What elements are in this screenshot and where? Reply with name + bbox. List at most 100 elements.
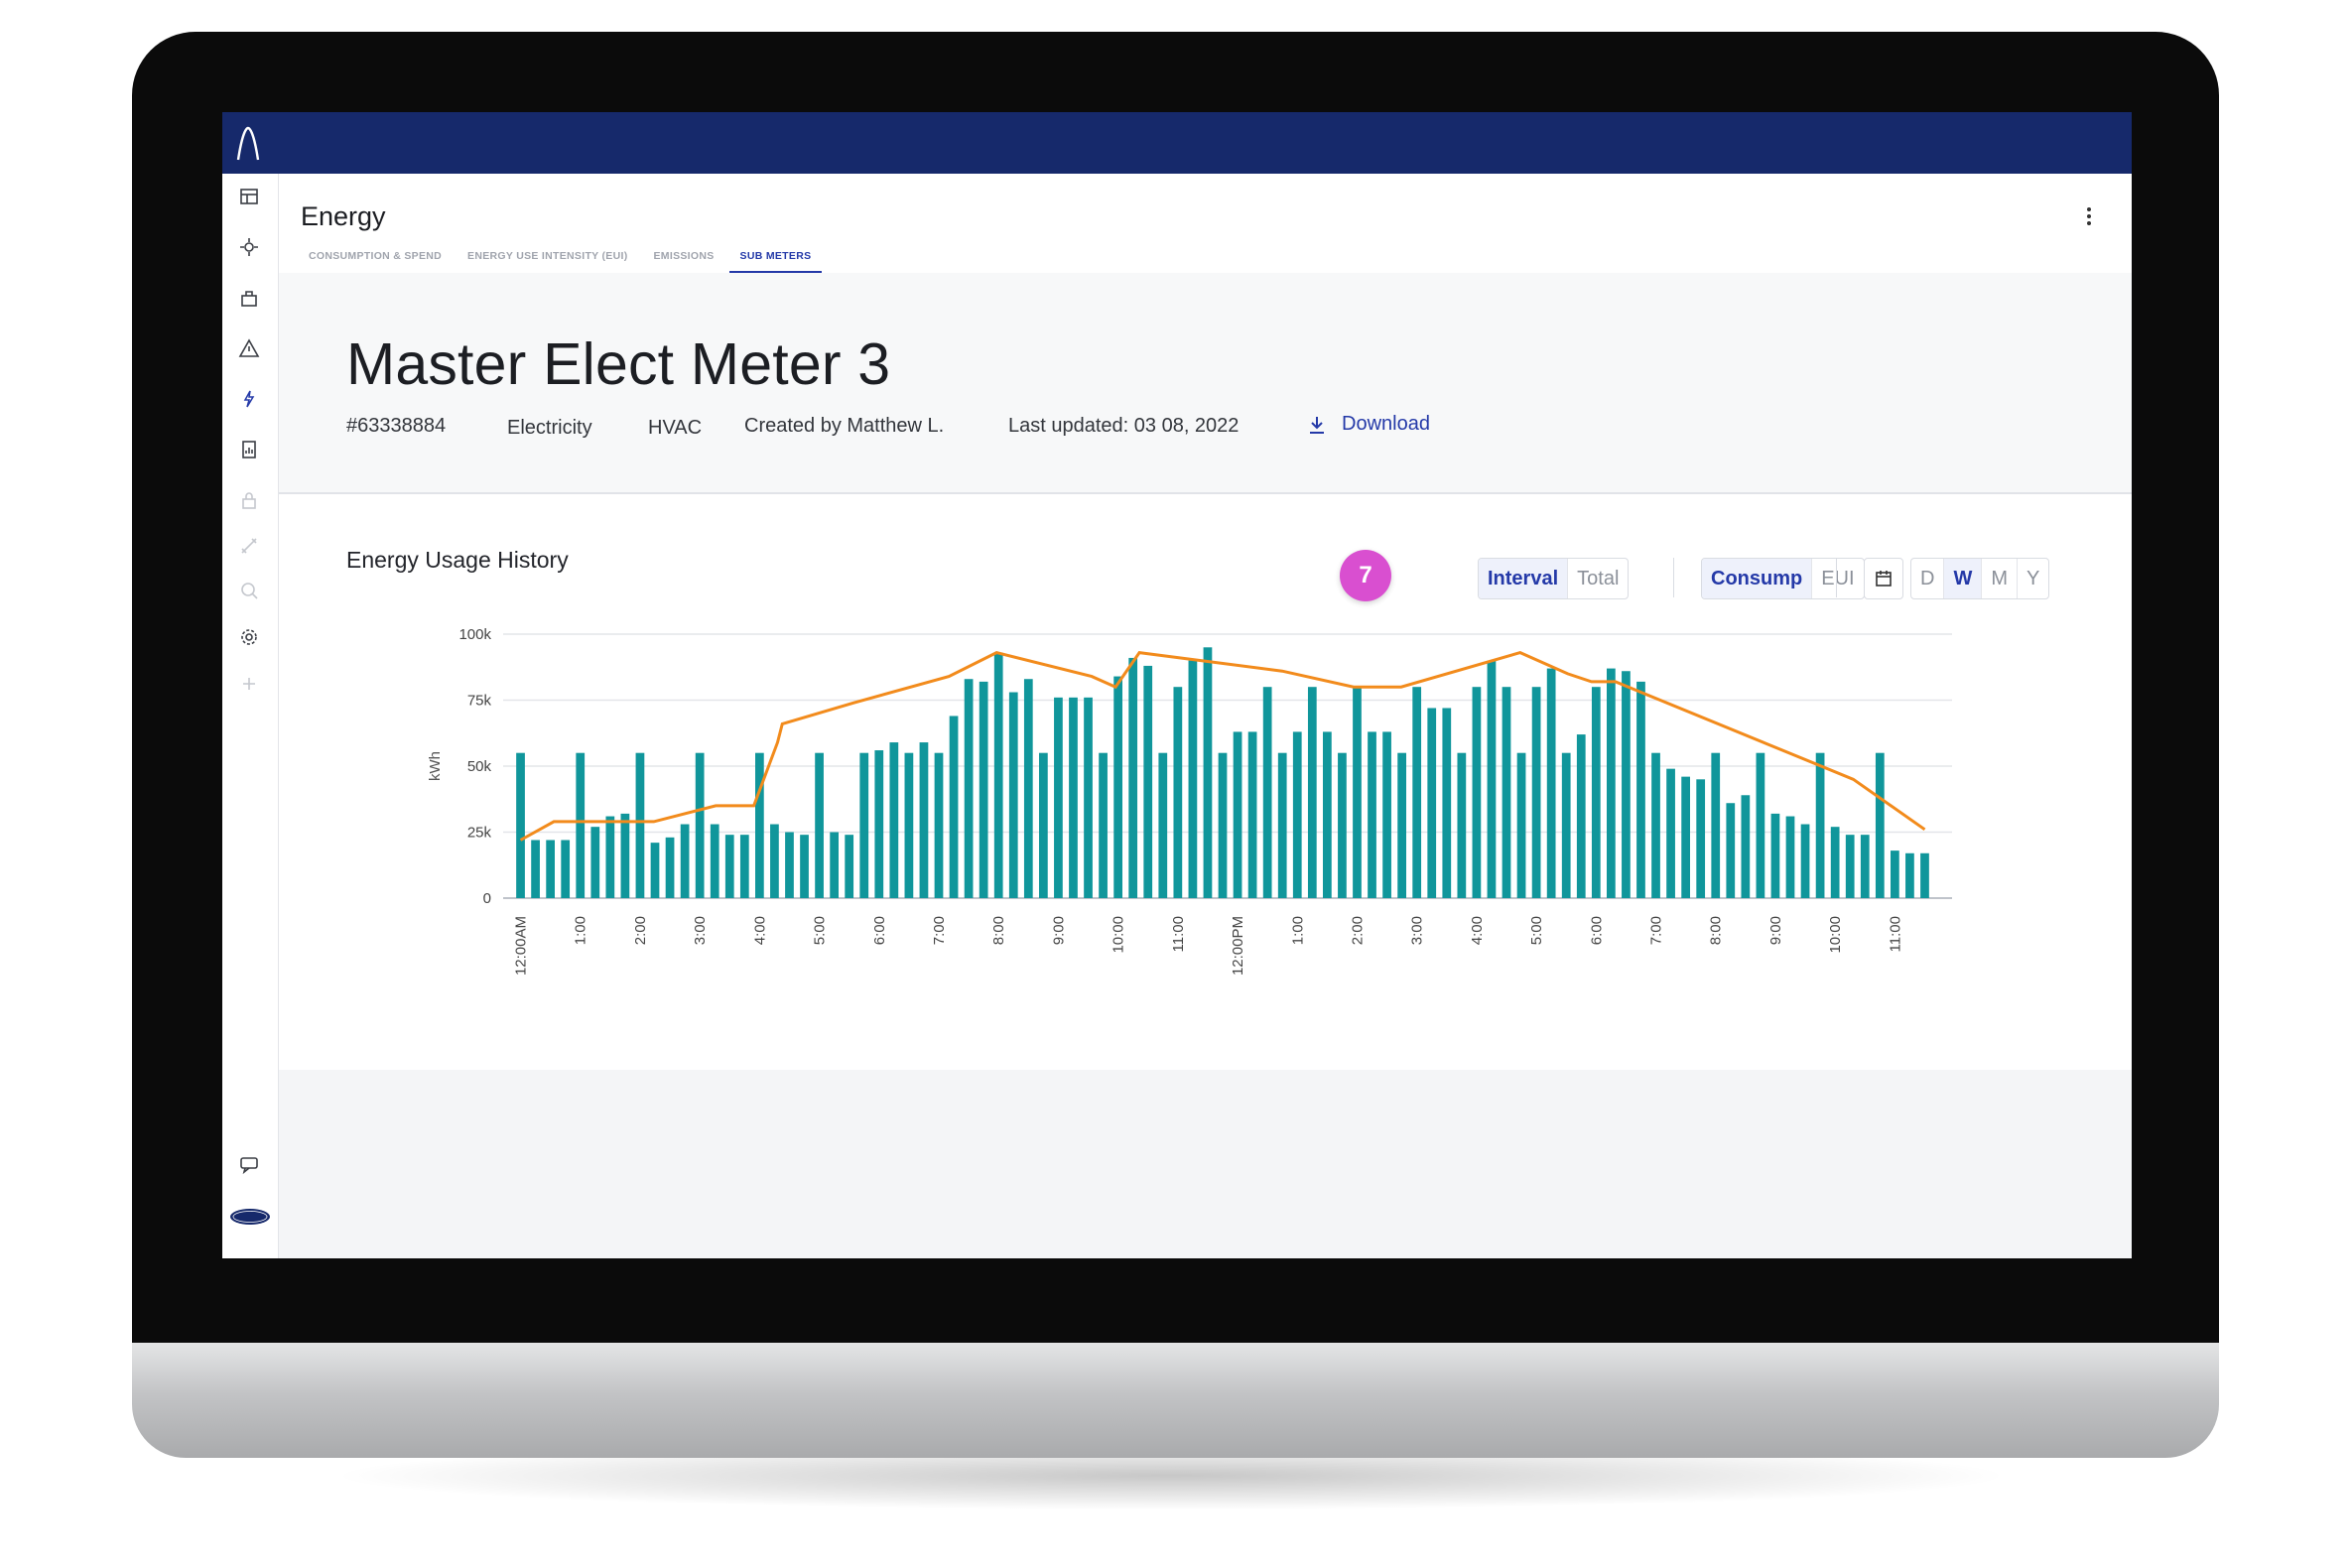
bar (1666, 768, 1675, 898)
bar (949, 716, 959, 898)
bar (1397, 752, 1406, 898)
range-day-option[interactable]: D (1920, 568, 1935, 589)
bar (874, 750, 884, 898)
bar (1860, 835, 1870, 898)
equipment-icon[interactable] (238, 287, 260, 309)
search-settings-icon[interactable] (238, 580, 260, 601)
total-option[interactable]: Total (1567, 559, 1628, 598)
bar (710, 824, 719, 898)
x-tick-label: 8:00 (1708, 916, 1725, 945)
consump-option[interactable]: Consump (1702, 559, 1812, 598)
bar (1158, 752, 1168, 898)
bar (531, 840, 540, 898)
bar (1905, 852, 1914, 898)
bar (1472, 687, 1482, 898)
download-label: Download (1342, 413, 1430, 435)
lock-icon[interactable] (238, 489, 260, 511)
page-header: Energy CONSUMPTION & SPEND ENERGY USE IN… (279, 174, 2132, 274)
chat-icon[interactable] (238, 1153, 260, 1175)
bar (1203, 647, 1213, 898)
bar (620, 813, 630, 898)
bar (1875, 752, 1885, 898)
meter-type: Electricity (507, 417, 592, 439)
energy-icon[interactable] (238, 388, 260, 410)
x-tick-label: 7:00 (931, 916, 948, 945)
bar (1353, 687, 1362, 898)
y-tick-label: 100k (458, 626, 491, 643)
y-tick-label: 0 (483, 890, 491, 907)
bar (1382, 731, 1391, 898)
tools-icon[interactable] (238, 535, 260, 557)
eui-option[interactable]: EUI (1811, 559, 1863, 598)
x-tick-label: 4:00 (751, 916, 768, 945)
bar (516, 752, 525, 898)
tab-consumption-spend[interactable]: CONSUMPTION & SPEND (309, 250, 443, 262)
target-icon[interactable] (238, 236, 260, 258)
interval-option[interactable]: Interval (1479, 559, 1568, 598)
settings-icon[interactable] (238, 626, 260, 648)
more-options-icon[interactable] (2086, 207, 2092, 229)
range-year-option[interactable]: Y (2017, 559, 2048, 598)
x-tick-label: 10:00 (1827, 916, 1844, 954)
x-tick-label: 7:00 (1648, 916, 1665, 945)
consump-eui-toggle: Consump EUI (1701, 558, 1865, 599)
x-tick-label: 3:00 (692, 916, 709, 945)
tab-energy-use-intensity[interactable]: ENERGY USE INTENSITY (EUI) (467, 250, 628, 262)
bar (546, 840, 555, 898)
tab-sub-meters[interactable]: SUB METERS (728, 249, 823, 274)
bar (1502, 687, 1511, 898)
bar (859, 752, 869, 898)
bar (1338, 752, 1347, 898)
carrier-logo (228, 1207, 272, 1227)
range-month-option[interactable]: M (1981, 559, 2017, 598)
bar (1785, 816, 1795, 898)
bar (1069, 697, 1078, 898)
x-tick-label: 9:00 (1050, 916, 1067, 945)
bar (934, 752, 944, 898)
energy-usage-chart: 0 25k 50k 75k 100k kWh 12:00AM 1:00 2:00 3:00 4:… (427, 626, 1952, 976)
usage-card-title: Energy Usage History (346, 547, 569, 573)
bar (1084, 697, 1093, 898)
bar-series (516, 647, 1929, 898)
x-tick-label: 2:00 (1349, 916, 1366, 945)
dashboard-icon[interactable] (238, 186, 260, 207)
tab-bar: CONSUMPTION & SPEND ENERGY USE INTENSITY… (309, 249, 848, 274)
bar (1607, 668, 1616, 898)
bar (1099, 752, 1108, 898)
x-axis-ticks: 12:00AM 1:00 2:00 3:00 4:00 5:00 6:00 7:00 8:00 9… (513, 916, 1904, 976)
download-button[interactable]: Download (1306, 413, 1430, 436)
app-screen: Energy CONSUMPTION & SPEND ENERGY USE IN… (222, 112, 2132, 1258)
x-tick-label: 2:00 (632, 916, 649, 945)
tab-emissions[interactable]: EMISSIONS (653, 250, 715, 262)
report-icon[interactable] (238, 439, 260, 460)
add-icon[interactable] (238, 673, 260, 695)
bar (561, 840, 571, 898)
bar (1457, 752, 1467, 898)
x-tick-label: 6:00 (871, 916, 888, 945)
x-tick-label: 4:00 (1469, 916, 1486, 945)
bar (830, 832, 839, 898)
bar (785, 832, 794, 898)
monitor-chin (132, 1343, 2219, 1458)
alert-icon[interactable] (238, 337, 260, 359)
page-title: Energy (301, 201, 386, 231)
bar (1561, 752, 1571, 898)
bar (1247, 731, 1257, 898)
bar (680, 824, 690, 898)
sidebar (222, 174, 279, 1258)
bar (1681, 776, 1690, 898)
bar (1756, 752, 1765, 898)
bar (964, 679, 974, 898)
bar (1412, 687, 1422, 898)
range-week-option[interactable]: W (1943, 559, 1982, 598)
bar (635, 752, 645, 898)
calendar-button[interactable] (1864, 558, 1903, 599)
x-tick-label: 1:00 (1289, 916, 1306, 945)
bar (1008, 692, 1018, 898)
bar (1920, 852, 1929, 898)
app-logo-icon[interactable] (234, 124, 262, 164)
bar (1442, 708, 1452, 898)
bar (919, 742, 929, 898)
bar (1039, 752, 1048, 898)
top-bar (222, 112, 2132, 174)
